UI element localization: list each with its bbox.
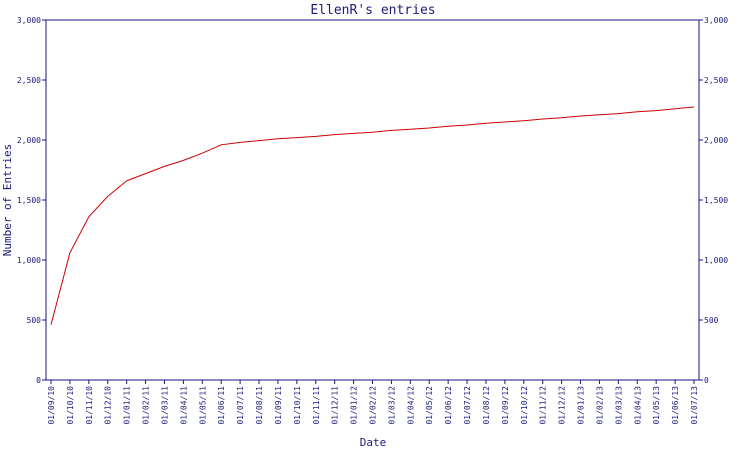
x-tick-label: 01/05/11 bbox=[198, 386, 207, 425]
x-tick-label: 01/01/11 bbox=[123, 386, 132, 425]
y-tick-label-right: 1,000 bbox=[704, 256, 728, 265]
x-tick-label: 01/08/12 bbox=[482, 386, 491, 425]
x-tick-label: 01/06/11 bbox=[217, 386, 226, 425]
x-tick-label: 01/10/10 bbox=[66, 386, 75, 425]
y-tick-label-left: 2,000 bbox=[17, 136, 41, 145]
x-tick-label: 01/01/13 bbox=[577, 386, 586, 425]
x-tick-label: 01/07/13 bbox=[690, 386, 699, 425]
x-tick-label: 01/12/10 bbox=[104, 386, 113, 425]
series-line-0 bbox=[50, 106, 695, 325]
y-tick-label-left: 2,500 bbox=[17, 76, 41, 85]
x-tick-label: 01/04/11 bbox=[179, 386, 188, 425]
x-tick-label: 01/11/12 bbox=[539, 386, 548, 425]
y-tick-label-left: 0 bbox=[36, 376, 41, 385]
y-tick-label-left: 1,500 bbox=[17, 196, 41, 205]
x-tick-label: 01/07/11 bbox=[236, 386, 245, 425]
x-tick-label: 01/12/12 bbox=[558, 386, 567, 425]
x-tick-label: 01/03/12 bbox=[387, 386, 396, 425]
y-tick-label-right: 500 bbox=[704, 316, 719, 325]
y-tick-label-right: 2,500 bbox=[704, 76, 728, 85]
y-tick-label-right: 3,000 bbox=[704, 16, 728, 25]
x-tick-label: 01/06/12 bbox=[444, 386, 453, 425]
x-tick-label: 01/03/13 bbox=[614, 386, 623, 425]
chart-title: EllenR's entries bbox=[310, 3, 435, 18]
x-tick-label: 01/05/13 bbox=[652, 386, 661, 425]
x-tick-label: 01/10/11 bbox=[293, 386, 302, 425]
x-tick-label: 01/12/11 bbox=[331, 386, 340, 425]
x-tick-label: 01/02/12 bbox=[369, 386, 378, 425]
y-tick-label-right: 1,500 bbox=[704, 196, 728, 205]
x-tick-label: 01/07/12 bbox=[463, 386, 472, 425]
x-tick-label: 01/02/13 bbox=[595, 386, 604, 425]
x-tick-label: 01/09/11 bbox=[274, 386, 283, 425]
y-tick-label-right: 0 bbox=[704, 376, 709, 385]
y-tick-label-left: 500 bbox=[27, 316, 42, 325]
x-axis-ticks: 01/09/10 01/10/10 01/11/10 01/12/10 01/01/11… bbox=[47, 380, 699, 425]
y-axis-ticks: 0 0 500 500 1,000 1,000 1,500 1,500 2,000 2,000 2,… bbox=[17, 16, 728, 385]
y-tick-label-left: 3,000 bbox=[17, 16, 41, 25]
x-tick-label: 01/04/13 bbox=[633, 386, 642, 425]
x-tick-label: 01/03/11 bbox=[160, 386, 169, 425]
x-tick-label: 01/11/11 bbox=[312, 386, 321, 425]
x-tick-label: 01/01/12 bbox=[350, 386, 359, 425]
x-tick-label: 01/04/12 bbox=[406, 386, 415, 425]
x-tick-label: 01/09/10 bbox=[47, 386, 56, 425]
x-tick-label: 01/09/12 bbox=[501, 386, 510, 425]
y-axis-label: Number of Entries bbox=[1, 144, 14, 257]
x-tick-label: 01/06/13 bbox=[671, 386, 680, 425]
x-tick-label: 01/05/12 bbox=[425, 386, 434, 425]
x-tick-label: 01/02/11 bbox=[142, 386, 151, 425]
x-tick-label: 01/11/10 bbox=[85, 386, 94, 425]
x-tick-label: 01/08/11 bbox=[255, 386, 264, 425]
x-axis-label: Date bbox=[360, 436, 387, 449]
y-tick-label-right: 2,000 bbox=[704, 136, 728, 145]
x-tick-label: 01/10/12 bbox=[520, 386, 529, 425]
series-layer bbox=[50, 106, 695, 325]
y-tick-label-left: 1,000 bbox=[17, 256, 41, 265]
